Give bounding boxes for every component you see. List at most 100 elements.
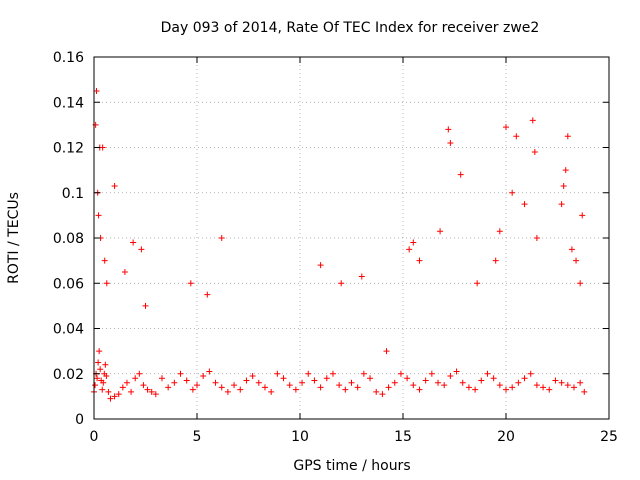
data-point <box>410 239 417 246</box>
data-point <box>158 375 165 382</box>
data-point <box>562 167 569 174</box>
data-point <box>237 386 244 393</box>
data-point <box>533 235 540 241</box>
data-point <box>231 382 238 389</box>
data-point <box>533 382 540 389</box>
data-point <box>428 370 435 377</box>
data-point <box>218 235 225 241</box>
data-point <box>404 375 411 382</box>
data-point <box>103 373 110 380</box>
data-point <box>490 375 497 382</box>
data-point <box>579 212 586 219</box>
data-point <box>115 391 122 398</box>
data-point <box>422 377 429 384</box>
data-point <box>299 379 306 386</box>
data-point <box>144 386 151 393</box>
data-point <box>280 375 287 382</box>
data-point <box>261 384 268 391</box>
data-point <box>99 386 106 393</box>
y-tick-label: 0.14 <box>53 95 84 111</box>
data-point <box>577 379 584 386</box>
data-point <box>435 379 442 386</box>
data-point <box>457 171 464 178</box>
data-point <box>564 133 571 140</box>
data-point <box>94 375 101 382</box>
data-point <box>354 384 361 391</box>
data-point <box>95 359 102 366</box>
data-point <box>138 246 145 253</box>
data-point <box>96 348 103 355</box>
data-point <box>105 388 112 395</box>
data-point <box>397 370 404 377</box>
grid <box>94 57 609 419</box>
data-point <box>348 379 355 386</box>
data-point <box>92 382 99 389</box>
data-point <box>558 201 565 208</box>
data-point <box>474 280 481 287</box>
data-point <box>509 189 516 196</box>
y-tick-label: 0.04 <box>53 322 84 338</box>
data-point <box>383 348 390 355</box>
data-point <box>342 386 349 393</box>
data-point <box>128 388 135 395</box>
data-point <box>249 373 256 380</box>
data-point <box>416 257 423 264</box>
data-point <box>358 273 365 280</box>
data-point <box>445 126 452 133</box>
data-point <box>119 384 126 391</box>
data-point <box>292 386 299 393</box>
data-point <box>317 262 324 269</box>
data-point <box>177 370 184 377</box>
data-point <box>95 212 102 219</box>
data-point <box>577 280 584 287</box>
data-point <box>206 368 213 375</box>
data-point <box>132 375 139 382</box>
data-point <box>130 239 137 246</box>
data-point <box>140 382 147 389</box>
data-point <box>447 139 454 146</box>
data-point <box>513 133 520 140</box>
axis-ticks: 0 5 10 15 20 25 0 0.02 0.04 0.06 0.08 0.1 0.12 0.14 0.… <box>53 50 618 445</box>
data-point <box>136 370 143 377</box>
data-point <box>286 382 293 389</box>
data-point <box>111 182 118 189</box>
data-point <box>492 257 499 264</box>
data-point <box>268 388 275 395</box>
data-point <box>531 149 538 156</box>
data-point <box>385 384 392 391</box>
data-point <box>194 382 200 389</box>
data-point <box>142 302 149 309</box>
data-point <box>509 384 516 391</box>
data-point <box>224 388 231 395</box>
data-point <box>97 366 104 373</box>
data-point <box>200 373 207 380</box>
data-point <box>218 384 225 391</box>
y-tick-label: 0.1 <box>62 186 84 202</box>
plot-frame <box>93 56 610 420</box>
data-point <box>187 280 194 287</box>
data-point <box>338 280 345 287</box>
data-point <box>406 246 413 253</box>
data-point <box>123 379 130 386</box>
data-point <box>204 291 211 298</box>
data-point <box>311 377 318 384</box>
data-point <box>437 228 444 235</box>
data-point <box>148 388 155 395</box>
data-point <box>212 379 219 386</box>
data-point <box>99 144 106 151</box>
data-point <box>441 382 448 389</box>
data-point <box>521 375 528 382</box>
data-point <box>459 379 466 386</box>
data-point <box>317 384 324 391</box>
data-point <box>183 377 190 384</box>
data-point <box>515 379 522 386</box>
data-point <box>103 280 110 287</box>
data-point <box>552 377 559 384</box>
data-point <box>478 377 485 384</box>
data-point <box>243 377 250 384</box>
chart-title: Day 093 of 2014, Rate Of TEC Index for r… <box>161 20 540 36</box>
data-point <box>447 373 454 380</box>
data-point <box>453 368 460 375</box>
data-point <box>496 382 503 389</box>
